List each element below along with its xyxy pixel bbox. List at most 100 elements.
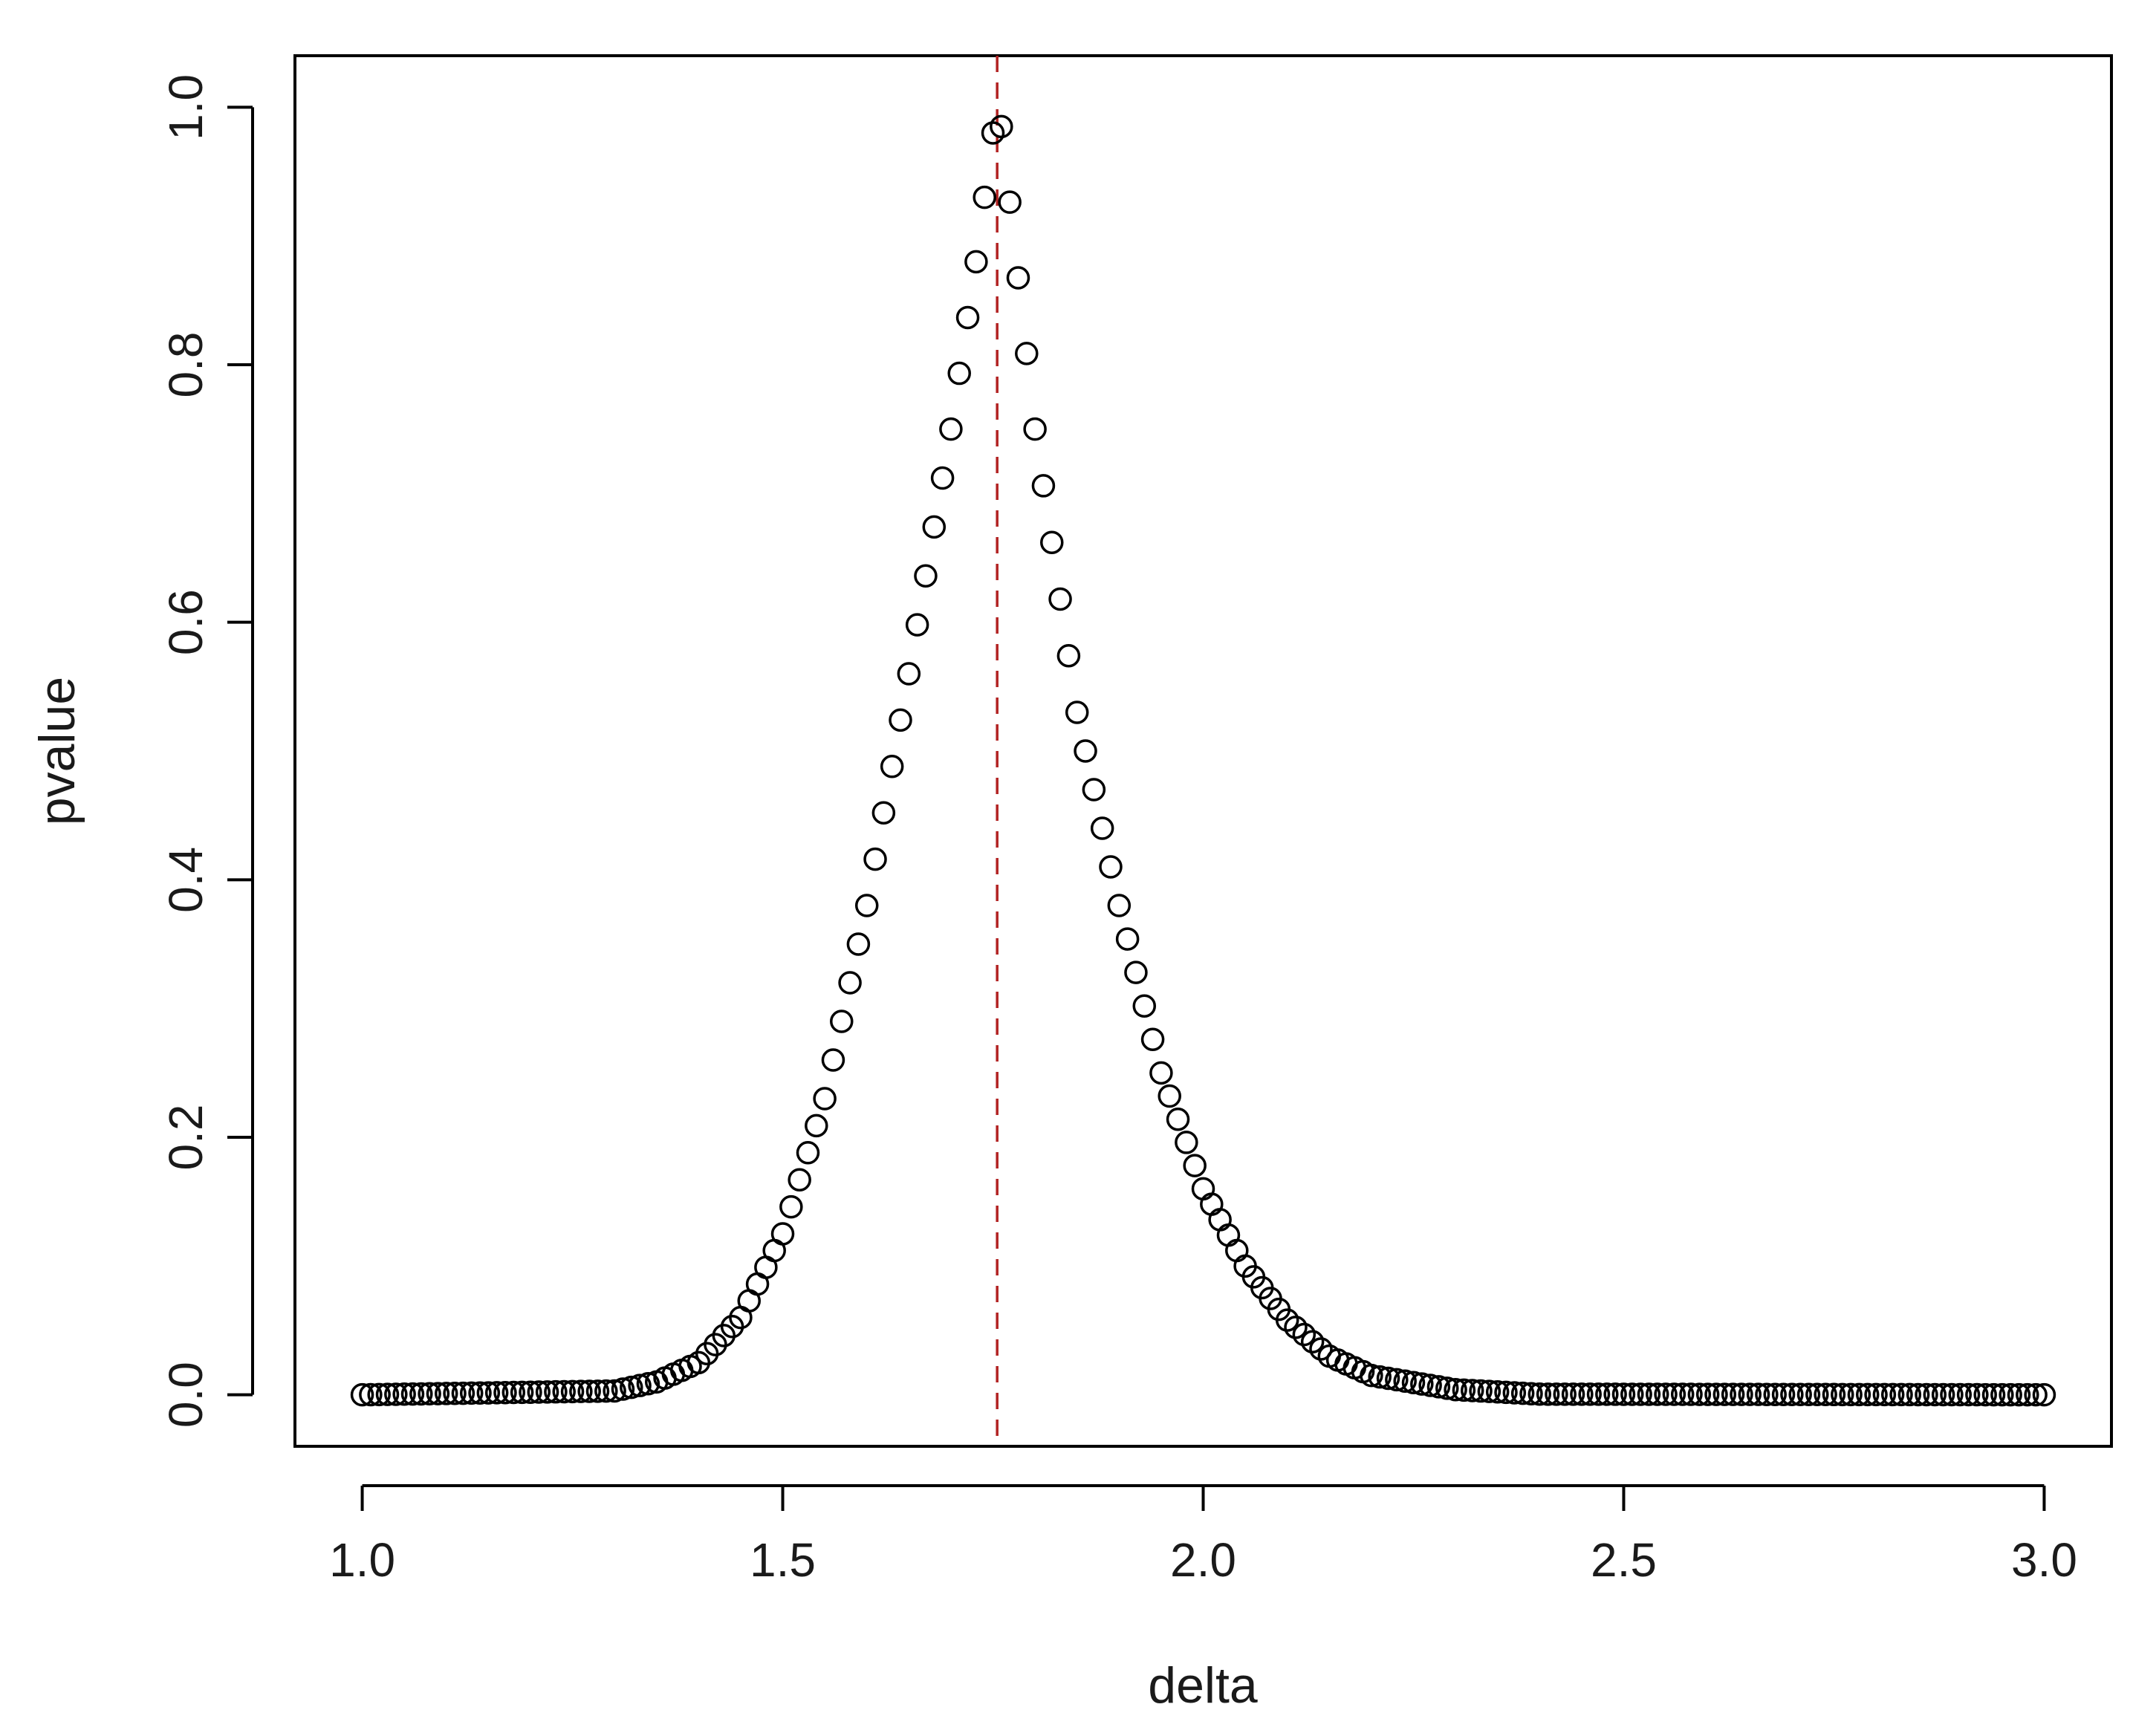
data-point [535,1380,559,1404]
y-axis-label: pvalue [29,677,85,825]
data-point [1107,894,1132,917]
data-point [1132,994,1157,1018]
data-point [1300,1330,1325,1354]
data-point [1763,1382,1787,1406]
data-point [1805,1382,1829,1407]
data-point [779,1194,803,1219]
data-points [350,114,2056,1407]
data-point [1477,1379,1501,1403]
data-point [1140,1027,1165,1052]
data-point [1595,1382,1619,1406]
data-point [603,1379,626,1403]
data-point [955,305,980,330]
data-point [1444,1377,1467,1402]
data-point [1872,1382,1897,1407]
data-point [426,1382,450,1405]
data-point [1771,1382,1796,1406]
data-point [1191,1177,1215,1201]
data-point [367,1382,391,1407]
data-point [435,1382,458,1405]
data-point [1637,1382,1661,1406]
data-point [1670,1382,1695,1406]
data-point [418,1382,441,1406]
data-point [1646,1382,1669,1406]
x-axis: 1.0 1.5 2.0 2.5 3.0 [329,1484,2077,1587]
data-point [1831,1382,1854,1407]
y-tick-label: 0.6 [159,589,212,655]
data-point [1309,1337,1333,1361]
data-point [544,1379,568,1404]
data-point [1654,1382,1678,1406]
data-point [560,1379,585,1404]
data-point [1730,1382,1753,1406]
data-point [1973,1382,1997,1407]
data-point [620,1375,643,1399]
data-point [1183,1154,1207,1177]
data-point [1292,1322,1317,1347]
data-point [1746,1382,1770,1406]
data-point [1040,530,1064,554]
data-point [939,417,963,441]
data-point [1981,1382,2006,1407]
data-point [1527,1382,1552,1406]
data-point [409,1382,433,1406]
data-point [1915,1382,1938,1407]
x-tick-label: 2.5 [1591,1533,1657,1587]
data-point [1603,1382,1627,1406]
data-point [585,1379,610,1403]
data-point [1385,1368,1409,1392]
data-point [1990,1382,2014,1407]
data-point [2016,1382,2039,1407]
data-point [1175,1131,1198,1154]
data-point [1788,1382,1812,1406]
y-tick-label: 0.0 [159,1362,212,1428]
data-point [384,1382,408,1406]
data-point [830,1010,854,1033]
data-point [2007,1382,2031,1407]
x-tick-label: 2.0 [1170,1533,1236,1587]
data-point [359,1382,383,1407]
data-point [1712,1382,1737,1406]
data-point [1031,474,1056,498]
data-point [1065,700,1089,724]
data-point [964,250,988,274]
data-point [1200,1192,1224,1216]
data-point [1426,1375,1451,1399]
data-point [1897,1382,1922,1407]
data-point [1999,1382,2022,1407]
data-point [1208,1208,1232,1232]
data-point [1284,1316,1308,1339]
data-point [1502,1381,1527,1405]
data-point [863,847,887,871]
data-point [1586,1382,1611,1406]
data-point [1553,1382,1577,1406]
data-point [1115,927,1140,951]
data-point [1923,1382,1947,1407]
data-point [1889,1382,1913,1407]
y-tick-label: 0.8 [159,332,212,398]
data-point [400,1382,425,1406]
data-point [1510,1381,1535,1405]
data-point [527,1380,551,1404]
data-point [897,662,921,686]
data-point [636,1372,660,1396]
data-point [788,1168,811,1192]
data-point [1855,1382,1880,1407]
data-point [1695,1382,1720,1406]
data-point [796,1141,820,1165]
data-point [1880,1382,1905,1407]
data-point [1704,1382,1728,1406]
data-point [704,1333,727,1356]
data-point [990,114,1013,139]
data-point [569,1379,593,1403]
data-point [1931,1382,1955,1407]
data-point [443,1382,467,1405]
data-point [1956,1382,1981,1407]
data-point [805,1114,828,1138]
x-tick-label: 1.0 [329,1533,395,1587]
data-point [1545,1382,1568,1406]
data-point [1847,1382,1871,1407]
data-point [1679,1382,1703,1406]
data-point [1906,1382,1930,1407]
